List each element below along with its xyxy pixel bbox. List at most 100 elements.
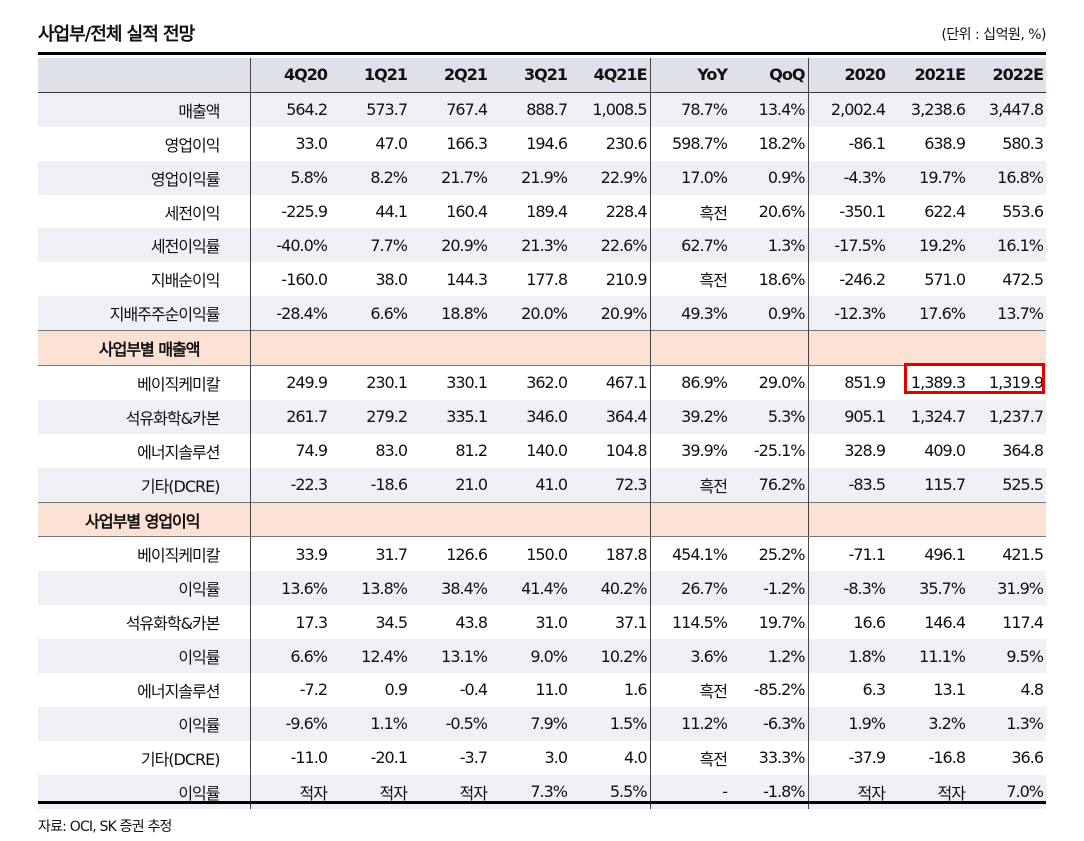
section-filler-cell bbox=[570, 330, 651, 367]
table-cell: 흑전 bbox=[699, 749, 728, 769]
table-cell: 454.1% bbox=[671, 544, 728, 564]
table-cell: 166.3 bbox=[446, 134, 488, 154]
table-cell: 409.0 bbox=[924, 441, 966, 461]
table-cell: 4.8 bbox=[1020, 680, 1044, 700]
table-cell: 20.9% bbox=[410, 228, 490, 263]
table-cell: 210.9 bbox=[570, 262, 651, 297]
table-cell: 1,324.7 bbox=[888, 399, 968, 434]
table-cell: 16.6 bbox=[853, 612, 886, 632]
table-cell: 31.0 bbox=[535, 612, 568, 632]
table-cell: 18.8% bbox=[410, 296, 490, 331]
header-row: 4Q20 1Q21 2Q21 3Q21 4Q21E YoY QoQ 2020 2021E 2022… bbox=[38, 58, 1046, 93]
table-cell: 7.9% bbox=[490, 706, 570, 741]
table-cell: -17.5% bbox=[808, 228, 888, 263]
table-cell: -3.7 bbox=[459, 748, 488, 768]
table-cell: 364.8 bbox=[1002, 441, 1044, 461]
table-row: 세전이익 -225.9 44.1 160.4 189.4 228.4 흑전 20.6% -350… bbox=[38, 194, 1046, 229]
table-row: 에너지솔루션 -7.2 0.9 -0.4 11.0 1.6 흑전 -85.2% 6.3 13.1 4… bbox=[38, 673, 1046, 707]
table-cell: -9.6% bbox=[250, 706, 330, 741]
column-header: 2021E bbox=[888, 58, 968, 93]
table-cell: 흑전 bbox=[699, 681, 728, 701]
table-cell: 41.4% bbox=[490, 571, 570, 606]
table-cell: 598.7% bbox=[671, 134, 728, 154]
table-cell: -8.3% bbox=[808, 571, 888, 606]
table-cell: 3,238.6 bbox=[888, 92, 968, 127]
table-cell: -83.5 bbox=[808, 467, 888, 503]
table-cell: 38.0 bbox=[375, 269, 408, 289]
table-cell: -22.3 bbox=[250, 467, 330, 503]
table-row: 기타(DCRE) -11.0 -20.1 -3.7 3.0 4.0 흑전 33.3% -37.9… bbox=[38, 740, 1046, 775]
table-cell: 496.1 bbox=[924, 544, 966, 564]
table-cell: 39.2% bbox=[650, 399, 730, 434]
table-title: 사업부/전체 실적 전망 bbox=[38, 24, 195, 45]
table-cell: 230.6 bbox=[570, 126, 651, 161]
table-cell: 888.7 bbox=[490, 92, 570, 127]
table-cell: 1,389.3 bbox=[910, 373, 966, 393]
section-filler-cell bbox=[490, 501, 570, 538]
column-header: QoQ bbox=[730, 58, 809, 93]
table-cell: -86.1 bbox=[848, 134, 886, 154]
table-cell: 72.3 bbox=[570, 467, 651, 503]
table-cell: 0.9 bbox=[384, 680, 408, 700]
section-filler-cell bbox=[808, 501, 888, 538]
table-cell: -85.2% bbox=[730, 673, 809, 707]
table-cell: -11.0 bbox=[290, 748, 328, 768]
table-row: 석유화학&카본 17.3 34.5 43.8 31.0 37.1 114.5% 19.7% 16… bbox=[38, 605, 1046, 640]
table-cell: 335.1 bbox=[410, 399, 490, 434]
row-label: 베이직케미칼 bbox=[38, 536, 251, 572]
table-cell: 421.5 bbox=[1002, 544, 1044, 564]
table-cell: 6.6% bbox=[250, 639, 330, 674]
table-cell: 767.4 bbox=[410, 92, 490, 127]
table-row: 매출액 564.2 573.7 767.4 888.7 1,008.5 78.7% 13.4%… bbox=[38, 92, 1046, 127]
table-cell: 81.2 bbox=[455, 441, 488, 461]
section-label: 사업부별 매출액 bbox=[38, 330, 251, 367]
table-cell: 1.3% bbox=[730, 228, 809, 263]
table-cell: 13.7% bbox=[968, 296, 1046, 331]
table-cell: -37.9 bbox=[848, 748, 886, 768]
section-header-row: 사업부별 매출액 bbox=[38, 330, 1046, 367]
table-cell: 1,008.5 bbox=[570, 92, 651, 127]
table-cell: 10.2% bbox=[570, 639, 651, 674]
section-label: 사업부별 영업이익 bbox=[38, 501, 251, 538]
table-cell: 18.2% bbox=[730, 126, 809, 161]
highlight-box bbox=[904, 363, 1045, 394]
table-cell: 249.9 bbox=[286, 373, 328, 393]
table-cell: 41.0 bbox=[490, 467, 570, 503]
table-cell: 6.6% bbox=[330, 296, 410, 331]
table-cell: 230.1 bbox=[366, 373, 408, 393]
table-cell: -7.2 bbox=[299, 680, 328, 700]
section-filler-cell bbox=[490, 330, 570, 367]
table-row: 기타(DCRE) -22.3 -18.6 21.0 41.0 72.3 흑전 76.2% -83… bbox=[38, 467, 1046, 503]
table-cell: 12.4% bbox=[330, 639, 410, 674]
column-header: 2020 bbox=[808, 58, 888, 93]
row-label: 이익률 bbox=[38, 639, 251, 674]
table-cell: 525.5 bbox=[968, 467, 1046, 503]
row-label: 기타(DCRE) bbox=[38, 740, 251, 775]
top-rule bbox=[38, 52, 1046, 55]
table-cell: 13.1 bbox=[933, 680, 966, 700]
table-cell: 580.3 bbox=[1002, 134, 1044, 154]
table-cell: 8.2% bbox=[330, 160, 410, 195]
section-filler-cell bbox=[968, 501, 1046, 538]
column-header: 4Q21E bbox=[570, 58, 651, 93]
table-cell: 33.0 bbox=[295, 134, 328, 154]
table-cell: 1,319.9 bbox=[988, 373, 1044, 393]
table-cell: 5.8% bbox=[250, 160, 330, 195]
section-filler-cell bbox=[570, 501, 651, 538]
table-cell: 117.4 bbox=[1002, 612, 1044, 632]
table-cell: 76.2% bbox=[730, 467, 809, 503]
section-filler-cell bbox=[330, 330, 410, 367]
table-cell: 194.6 bbox=[526, 134, 568, 154]
table-cell: 47.0 bbox=[375, 134, 408, 154]
table-cell: -71.1 bbox=[848, 544, 886, 564]
table-cell: 1.8% bbox=[808, 639, 888, 674]
table-row: 이익률 -9.6% 1.1% -0.5% 7.9% 1.5% 11.2% -6.3% 1.9% 3… bbox=[38, 706, 1046, 741]
table-cell: 472.5 bbox=[1002, 269, 1044, 289]
table-cell: 114.5% bbox=[671, 612, 728, 632]
table-cell: 115.7 bbox=[888, 467, 968, 503]
row-label: 세전이익 bbox=[38, 194, 251, 229]
table-row: 베이직케미칼 249.9 230.1 330.1 362.0 467.1 86.9% 29.0… bbox=[38, 365, 1046, 400]
table-cell: 21.7% bbox=[410, 160, 490, 195]
table-cell: 20.9% bbox=[570, 296, 651, 331]
table-cell: 33.9 bbox=[295, 544, 328, 564]
